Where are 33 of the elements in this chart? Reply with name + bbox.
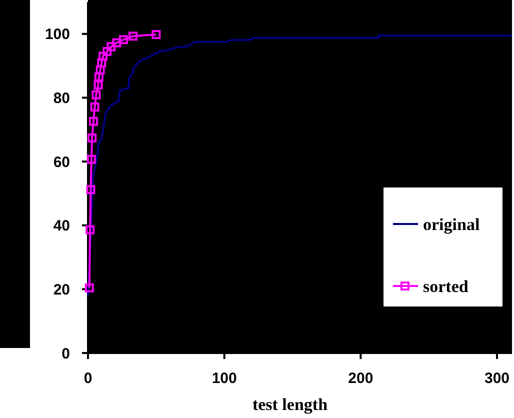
legend-label: sorted <box>423 276 469 296</box>
point <box>96 65 105 74</box>
point <box>152 30 161 40</box>
point <box>90 102 100 112</box>
point <box>128 32 138 41</box>
x-tick-label: 100 <box>212 370 237 387</box>
point <box>84 283 94 292</box>
legend-label: original <box>423 214 480 234</box>
point <box>112 38 122 48</box>
point <box>86 185 96 194</box>
point <box>88 116 98 126</box>
y-tick-label: 40 <box>53 218 70 235</box>
point <box>92 90 101 100</box>
y-tick-label: 20 <box>53 281 70 298</box>
point <box>97 58 106 68</box>
point <box>94 72 104 82</box>
point <box>86 225 95 234</box>
x-tick-label: 300 <box>484 370 510 387</box>
point <box>102 46 112 56</box>
y-tick-label: 60 <box>53 154 70 171</box>
y-tick-label: 0 <box>62 345 70 362</box>
y-tick-label: 100 <box>44 26 70 44</box>
point <box>86 154 96 164</box>
line-series <box>87 34 513 298</box>
point <box>106 42 116 52</box>
point <box>98 52 108 61</box>
y-tick-label: 80 <box>53 90 70 107</box>
x-tick-label: 200 <box>348 370 374 387</box>
x-tick-label: 0 <box>84 370 92 387</box>
point <box>88 133 97 142</box>
point <box>94 80 103 90</box>
x-axis-title: test length <box>252 395 328 414</box>
point <box>118 35 128 44</box>
